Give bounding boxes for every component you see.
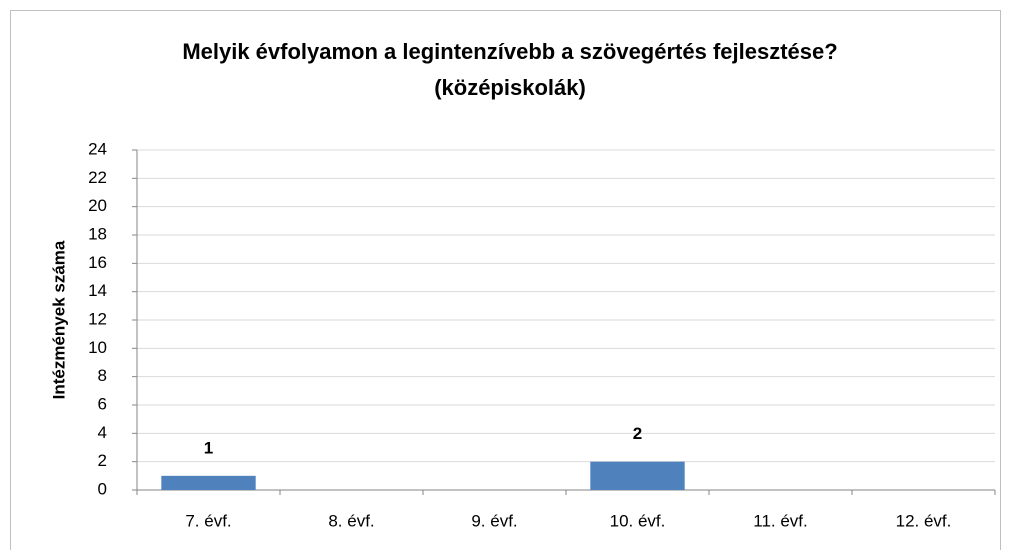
y-tick-label: 8 xyxy=(98,366,107,385)
bar xyxy=(161,475,256,490)
y-tick-label: 14 xyxy=(88,281,107,300)
data-label: 1 xyxy=(204,438,213,457)
y-tick-label: 2 xyxy=(98,451,107,470)
x-tick-label: 11. évf. xyxy=(753,511,808,530)
x-tick-label: 12. évf. xyxy=(896,511,952,530)
x-tick-label: 8. évf. xyxy=(328,511,374,530)
y-tick-label: 6 xyxy=(98,394,107,413)
x-tick-label: 7. évf. xyxy=(185,511,231,530)
y-tick-label: 16 xyxy=(88,253,107,272)
data-label: 2 xyxy=(633,424,642,443)
y-tick-label: 0 xyxy=(98,479,107,498)
chart-title: Melyik évfolyamon a legintenzívebb a szö… xyxy=(182,39,837,64)
x-tick-label: 9. évf. xyxy=(471,511,517,530)
x-tick-label: 10. évf. xyxy=(610,511,666,530)
y-axis-label: Intézmények száma xyxy=(49,240,68,399)
y-tick-label: 4 xyxy=(98,423,107,442)
y-tick-label: 20 xyxy=(88,196,107,215)
y-tick-label: 18 xyxy=(88,224,107,243)
y-tick-label: 22 xyxy=(88,168,107,187)
bar xyxy=(590,461,685,490)
y-tick-label: 12 xyxy=(88,309,107,328)
chart-subtitle: (középiskolák) xyxy=(434,75,586,100)
y-tick-label: 10 xyxy=(88,338,107,357)
chart-frame xyxy=(10,10,1001,550)
y-tick-label: 24 xyxy=(88,139,107,158)
